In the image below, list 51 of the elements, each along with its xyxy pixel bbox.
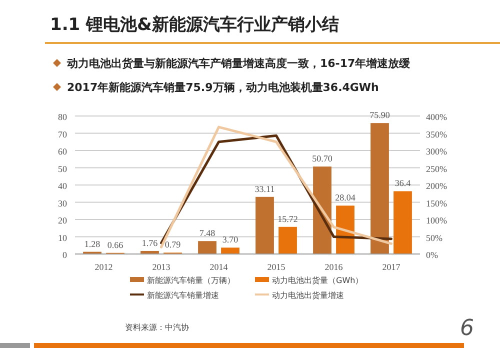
data-label: 50.70 <box>312 154 333 164</box>
data-label: 0.66 <box>107 240 124 250</box>
text: 6 <box>460 316 474 341</box>
bar <box>394 191 412 254</box>
data-label: 7.48 <box>199 228 216 238</box>
text: 资料来源：中汽协 <box>125 323 189 332</box>
data-label: 15.72 <box>278 214 298 224</box>
y2-tick-label: 250% <box>426 164 448 174</box>
x-tick-label: 2014 <box>210 262 228 272</box>
y2-tick-label: 150% <box>426 198 448 208</box>
y-tick-label: 40 <box>58 181 68 191</box>
y-tick-label: 20 <box>58 216 68 226</box>
bar <box>278 226 297 254</box>
data-label: 3.70 <box>222 234 239 245</box>
y2-tick-label: 100% <box>426 216 448 226</box>
x-tick-label: 2013 <box>152 262 171 272</box>
data-label: 33.11 <box>254 184 275 194</box>
y-tick-label: 70 <box>58 129 68 140</box>
bar <box>221 248 240 254</box>
y2-tick-label: 350% <box>426 129 448 140</box>
y2-tick-label: 200% <box>426 181 448 191</box>
y2-tick-label: 300% <box>426 146 448 156</box>
y2-tick-label: 0% <box>426 250 438 260</box>
legend-label: 新能源汽车销量（万辆） <box>147 276 235 285</box>
data-label: 36.4 <box>394 178 412 188</box>
y-tick-label: 60 <box>58 146 68 156</box>
data-label: 0.79 <box>164 240 182 250</box>
x-tick-label: 2015 <box>267 262 286 272</box>
x-tick-label: 2017 <box>382 262 401 272</box>
y2-tick-label: 400% <box>426 112 448 122</box>
y-tick-label: 30 <box>58 198 68 208</box>
y-tick-label: 80 <box>58 112 68 122</box>
data-label: 1.28 <box>84 238 101 249</box>
data-label: 75.90 <box>370 110 390 120</box>
bar <box>256 196 274 254</box>
text: 2017年新能源汽车销量75.9万辆，动力电池装机量36.4GWh <box>67 81 379 94</box>
y-tick-label: 0 <box>62 250 68 260</box>
x-tick-label: 2012 <box>94 262 113 272</box>
legend-label: 动力电池出货量增速 <box>272 291 344 300</box>
chart-title: 1.1 锂电池&新能源汽车行业产销小结 <box>50 15 339 35</box>
y2-tick-label: 50% <box>426 232 443 243</box>
x-tick-label: 2016 <box>324 262 344 272</box>
data-label: 1.76 <box>142 238 158 248</box>
bar <box>370 123 389 254</box>
y-tick-label: 10 <box>58 232 68 243</box>
legend-label: 新能源汽车销量增速 <box>147 291 219 300</box>
bar <box>198 241 216 254</box>
chart-subtitle: 动力电池出货量与新能源汽车产销量增速高度一致，16-17年增速放缓 <box>66 57 412 70</box>
data-label: 28.04 <box>335 192 356 203</box>
y-tick-label: 50 <box>58 164 68 174</box>
legend-label: 动力电池出货量（GWh） <box>272 276 364 285</box>
